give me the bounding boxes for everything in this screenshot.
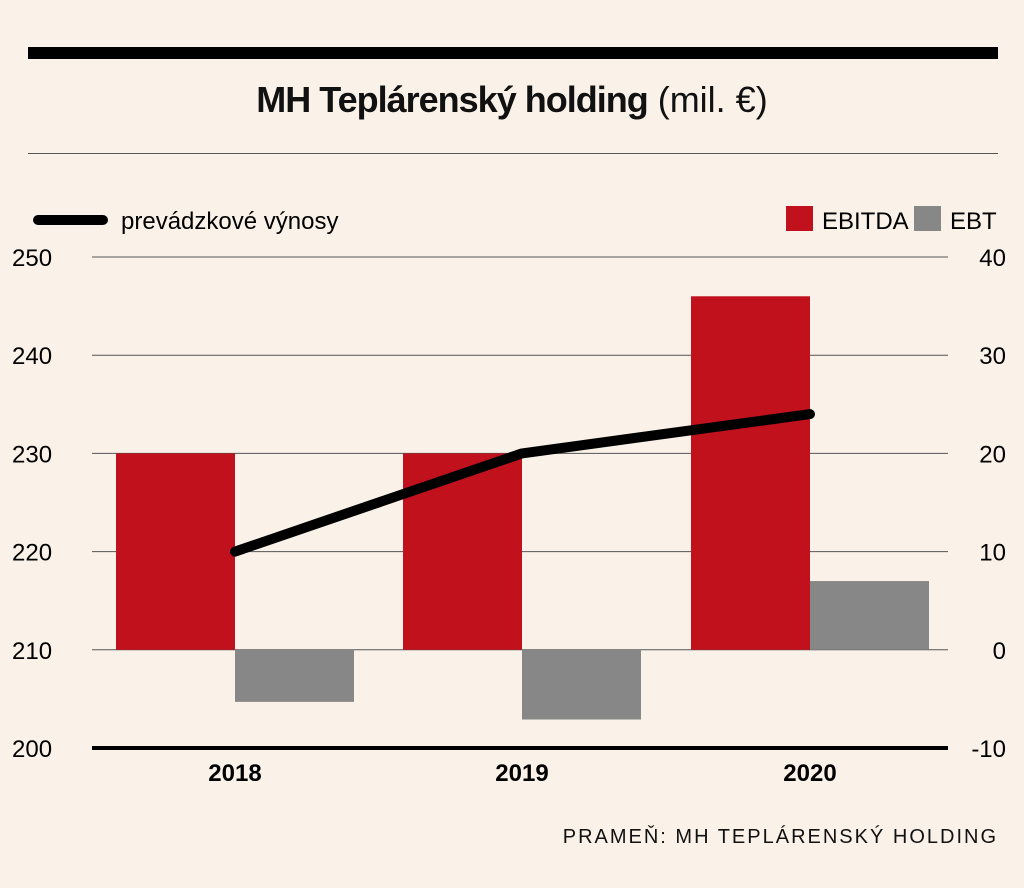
left-tick-label: 240: [12, 343, 52, 370]
bar-ebt: [522, 649, 641, 720]
left-tick-label: 210: [12, 638, 52, 665]
title-text: MH Teplárenský holding: [256, 79, 648, 120]
category-label: 2018: [208, 760, 261, 787]
legend-ebt-label: EBT: [950, 208, 997, 235]
right-tick-label: 10: [979, 540, 1006, 567]
legend-ebitda-label: EBITDA: [822, 208, 909, 235]
legend-ebitda-swatch: [786, 206, 813, 231]
bar-ebitda: [691, 296, 810, 650]
title-divider: [28, 153, 998, 154]
title-unit: (mil. €): [657, 79, 768, 120]
source-label: PRAMEŇ: MH TEPLÁRENSKÝ HOLDING: [562, 826, 998, 848]
legend-line-label: prevádzkové výnosy: [121, 208, 338, 235]
top-rule: [28, 47, 998, 59]
bar-ebt: [235, 649, 354, 702]
left-tick-label: 220: [12, 540, 52, 567]
series-line-revenue: [230, 409, 815, 557]
chart-title: MH Teplárenský holding (mil. €): [0, 78, 1024, 122]
legend-ebt-swatch: [914, 206, 941, 231]
right-tick-label: 30: [979, 343, 1006, 370]
right-tick-label: 0: [993, 638, 1006, 665]
category-label: 2019: [495, 760, 548, 787]
right-tick-label: 40: [979, 245, 1006, 272]
right-tick-label: -10: [971, 736, 1006, 763]
right-tick-label: 20: [979, 441, 1006, 468]
left-tick-label: 200: [12, 736, 52, 763]
left-tick-label: 250: [12, 245, 52, 272]
category-label: 2020: [783, 760, 836, 787]
left-tick-label: 230: [12, 441, 52, 468]
bar-ebitda: [116, 453, 235, 650]
bar-ebt: [810, 581, 929, 650]
